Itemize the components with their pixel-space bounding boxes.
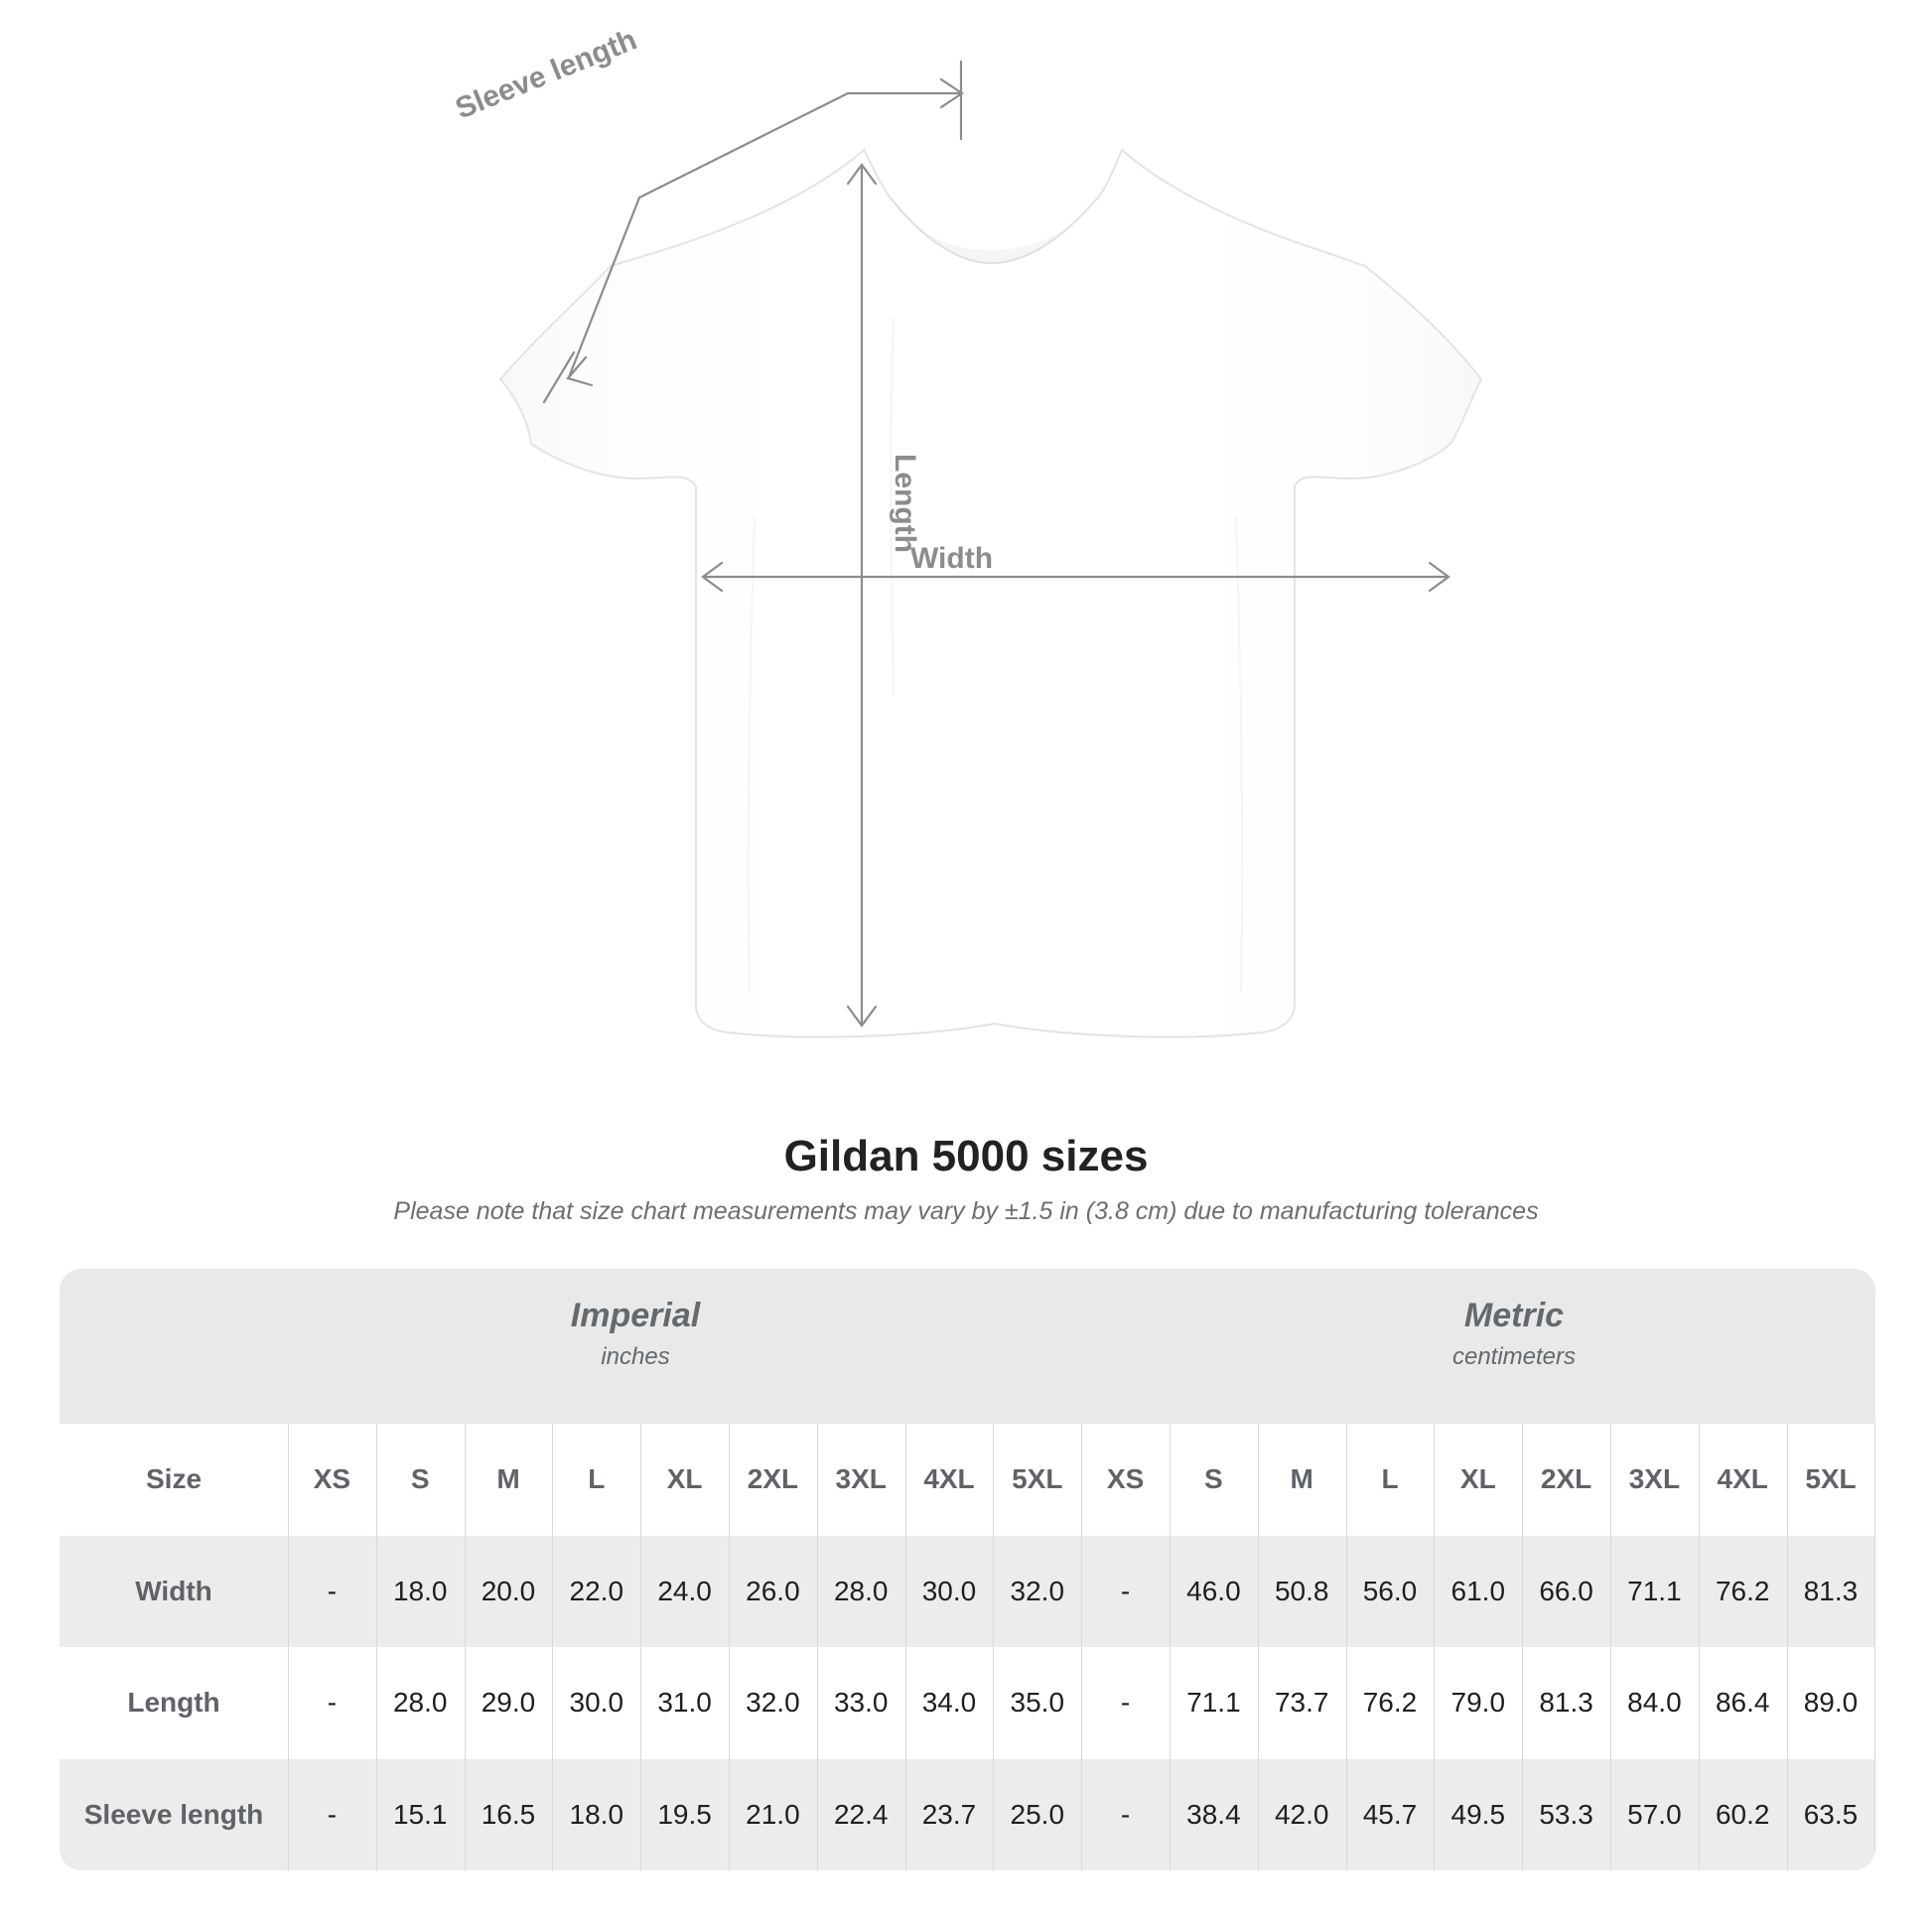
svg-text:Length: Length — [889, 454, 921, 553]
svg-text:Width: Width — [910, 542, 993, 575]
svg-text:Sleeve length: Sleeve length — [451, 23, 641, 125]
